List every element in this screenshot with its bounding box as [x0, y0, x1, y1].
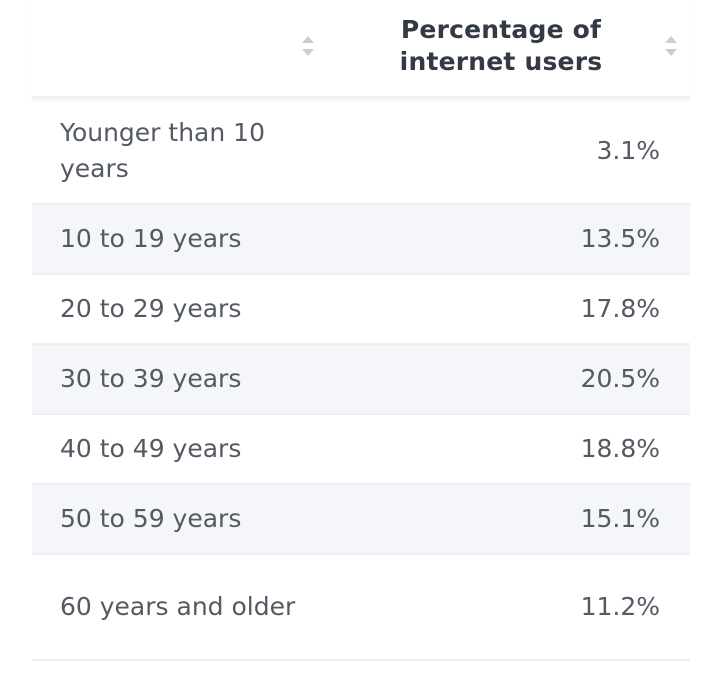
table-row: 30 to 39 years 20.5%: [32, 345, 690, 415]
column-header-percentage[interactable]: Percentage of internet users: [399, 15, 603, 76]
row-value: 18.8%: [580, 434, 660, 463]
row-label: 20 to 29 years: [60, 294, 242, 323]
table-row: 20 to 29 years 17.8%: [32, 275, 690, 345]
row-value: 13.5%: [580, 224, 660, 253]
table-row: 50 to 59 years 15.1%: [32, 485, 690, 555]
row-label: 30 to 39 years: [60, 364, 242, 393]
table-row: 60 years and older 11.2%: [32, 555, 690, 661]
row-value: 11.2%: [580, 592, 660, 621]
row-value: 15.1%: [580, 504, 660, 533]
table-row: 40 to 49 years 18.8%: [32, 415, 690, 485]
row-label: 10 to 19 years: [60, 224, 242, 253]
sort-icon[interactable]: [301, 34, 315, 58]
row-label: Younger than 10 years: [60, 118, 265, 183]
row-value: 17.8%: [580, 294, 660, 323]
row-label: 40 to 49 years: [60, 434, 242, 463]
table-header: Percentage of internet users: [32, 0, 690, 99]
row-value: 20.5%: [580, 364, 660, 393]
data-table: Percentage of internet users Younger tha…: [32, 0, 690, 661]
row-label: 60 years and older: [60, 592, 296, 621]
table-row: 10 to 19 years 13.5%: [32, 205, 690, 275]
sort-icon[interactable]: [664, 34, 678, 58]
row-value: 3.1%: [596, 136, 660, 165]
table-row: Younger than 10 years 3.1%: [32, 99, 690, 205]
row-label: 50 to 59 years: [60, 504, 242, 533]
